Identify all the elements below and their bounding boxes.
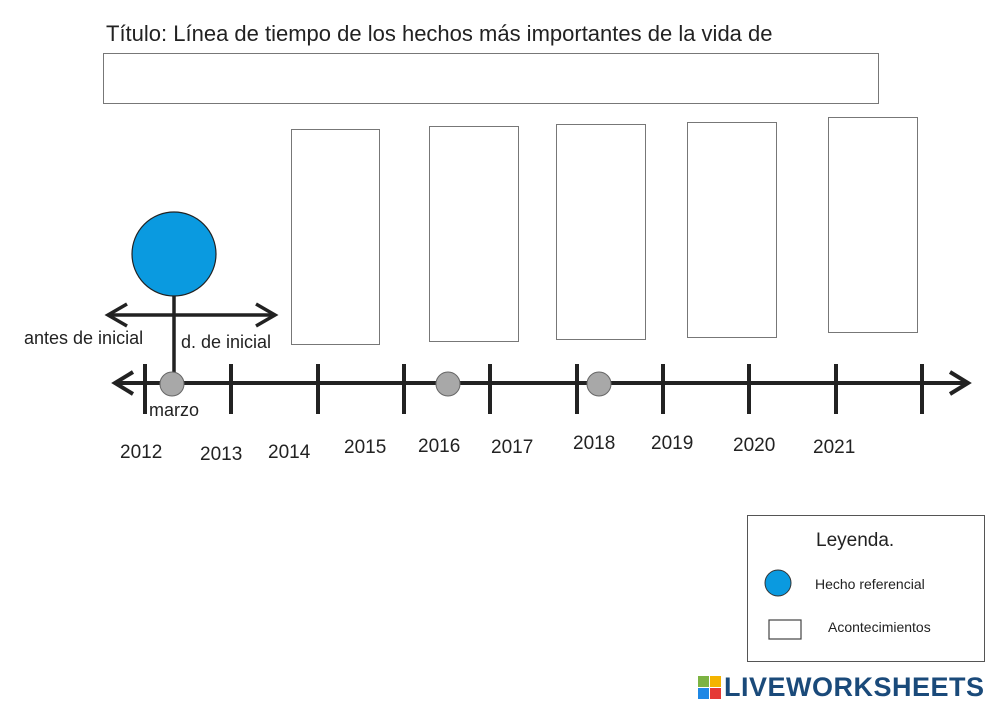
legend: Leyenda. Hecho referencial Acontecimient…: [747, 515, 985, 662]
liveworksheets-logo: LIVEWORKSHEETS: [698, 672, 985, 703]
year-label: 2021: [813, 437, 856, 458]
year-ticks: [143, 364, 924, 414]
event-box-4[interactable]: [687, 122, 777, 338]
year-label: 2013: [200, 444, 243, 465]
event-box-1[interactable]: [291, 129, 380, 345]
legend-item-label: Hecho referencial: [815, 576, 925, 592]
legend-title: Leyenda.: [816, 530, 895, 551]
event-box-2[interactable]: [429, 126, 519, 342]
title-name-input[interactable]: [103, 53, 879, 104]
before-label: antes de inicial: [24, 328, 144, 348]
legend-item-label: Acontecimientos: [828, 619, 931, 635]
logo-tiles-icon: [698, 676, 721, 699]
left-arrow-icon: [111, 370, 135, 396]
year-label: 2019: [651, 433, 694, 454]
event-box-5[interactable]: [828, 117, 918, 333]
month-label: marzo: [149, 400, 200, 420]
rectangle-icon: [768, 619, 802, 640]
worksheet-title: Título: Línea de tiempo de los hechos má…: [106, 21, 773, 46]
timeline-marker: [159, 371, 185, 397]
right-arrow-icon: [948, 370, 972, 396]
year-label: 2017: [491, 437, 534, 458]
timeline-marker: [586, 371, 612, 397]
reference-event-circle: [131, 211, 217, 297]
year-label: 2020: [733, 435, 776, 456]
logo-text: LIVEWORKSHEETS: [724, 672, 985, 702]
timeline-marker: [435, 371, 461, 397]
after-label: d. de inicial: [181, 332, 272, 352]
year-label: 2016: [418, 436, 461, 457]
blue-circle-icon: [764, 569, 792, 597]
year-label: 2018: [573, 433, 616, 454]
after-arrow-icon: [255, 302, 279, 328]
event-box-3[interactable]: [556, 124, 646, 340]
year-label: 2015: [344, 437, 387, 458]
year-label: 2012: [120, 442, 163, 463]
before-arrow-icon: [104, 302, 128, 328]
year-label: 2014: [268, 442, 311, 463]
